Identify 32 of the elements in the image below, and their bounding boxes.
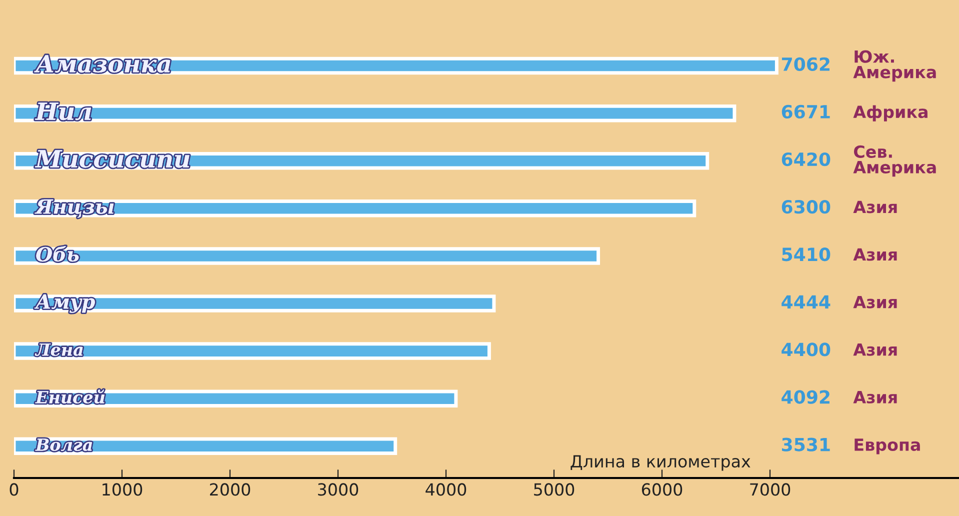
annotation: Азия [853,391,897,404]
x-tick-label: 5000 [534,483,574,496]
y-tick-label: Лена [34,344,83,356]
annotation: Азия [853,248,897,261]
y-tick-label: Обь [36,246,79,262]
x-tick-label: 6000 [642,483,682,496]
annotation: Африка [853,105,928,122]
data-label: 3531 [782,438,830,452]
annotation: Азия [853,296,897,308]
data-label: 6300 [782,200,830,214]
data-label: 6420 [782,152,830,166]
annotation: Азия [853,200,897,214]
y-tick-label: Енисей [35,390,105,404]
x-tick-label: 4000 [426,483,466,496]
annotation: Сев. Америка [853,145,936,177]
annotation: Европа [854,438,920,454]
x-tick-label: 1000 [102,483,142,496]
y-tick-label: Волга [35,438,92,451]
annotation: Азия [853,344,897,356]
data-label: 5410 [782,248,830,262]
annotation: Юж. Америка [853,50,936,82]
x-tick-label: 0 [10,483,18,496]
x-tick-label: 3000 [318,483,358,496]
x-tick-label: 2000 [210,483,250,496]
data-label: 4092 [782,390,830,404]
data-label: 7062 [782,57,830,72]
x-axis-title: Длина в километрах [570,455,750,471]
data-label: 4444 [782,295,830,308]
x-tick-label: 7000 [750,483,790,496]
y-tick-label: Амур [34,294,95,313]
data-label: 6671 [782,104,830,119]
data-label: 4400 [782,342,830,356]
